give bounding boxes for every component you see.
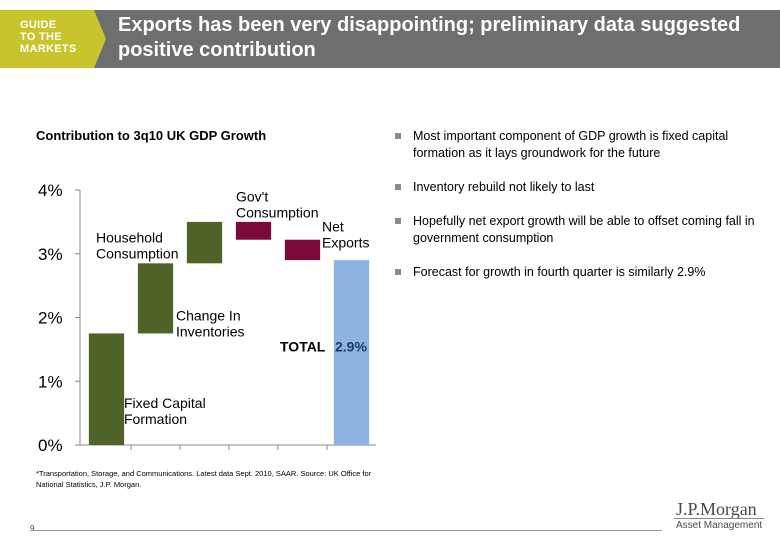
total-value-label: 2.9% bbox=[335, 338, 367, 354]
waterfall-bar bbox=[88, 333, 125, 445]
logo-divider bbox=[674, 518, 764, 519]
bullet-text: Most important component of GDP growth i… bbox=[413, 129, 729, 160]
bullet-list: Most important component of GDP growth i… bbox=[395, 128, 775, 298]
bar-label: Gov't bbox=[236, 188, 268, 204]
title-bar bbox=[0, 10, 780, 68]
waterfall-bar bbox=[284, 239, 321, 261]
bar-label: Consumption bbox=[96, 245, 179, 261]
bullet-square-icon bbox=[395, 269, 401, 275]
y-tick-label: 4% bbox=[38, 181, 63, 200]
bar-label: Exports bbox=[322, 234, 369, 250]
guide-to-markets-badge bbox=[0, 10, 106, 68]
bar-label: Formation bbox=[124, 411, 187, 427]
guide-line-2: TO THE bbox=[20, 31, 62, 43]
bullet-text: Hopefully net export growth will be able… bbox=[413, 214, 755, 245]
waterfall-bar bbox=[137, 263, 174, 334]
guide-line-1: GUIDE bbox=[20, 19, 57, 31]
bullet-text: Forecast for growth in fourth quarter is… bbox=[413, 265, 706, 279]
bar-label: Fixed Capital bbox=[124, 395, 206, 411]
jpmorgan-logo: J.P.Morgan bbox=[676, 499, 757, 519]
y-tick-label: 2% bbox=[38, 309, 63, 328]
bullet-square-icon bbox=[395, 133, 401, 139]
page-title: Exports has been very disappointing; pre… bbox=[118, 14, 741, 61]
footnote: *Transportation, Storage, and Communicat… bbox=[36, 469, 372, 489]
y-tick-label: 0% bbox=[38, 436, 63, 455]
bullet-square-icon bbox=[395, 218, 401, 224]
page-number: 9 bbox=[30, 524, 35, 533]
bar-label: Net bbox=[322, 218, 344, 234]
bullet-item: Most important component of GDP growth i… bbox=[395, 128, 775, 162]
bullet-item: Forecast for growth in fourth quarter is… bbox=[395, 264, 775, 281]
bar-label: Consumption bbox=[236, 204, 319, 220]
bar-label: Inventories bbox=[176, 324, 244, 340]
bullet-item: Inventory rebuild not likely to last bbox=[395, 179, 775, 196]
guide-badge-text: GUIDE TO THE MARKETS bbox=[20, 19, 77, 55]
bar-label: Household bbox=[96, 229, 163, 245]
y-tick-label: 1% bbox=[38, 372, 63, 391]
footer-divider bbox=[30, 530, 662, 531]
waterfall-bar bbox=[333, 260, 370, 445]
guide-line-3: MARKETS bbox=[20, 43, 77, 55]
waterfall-bar bbox=[235, 221, 272, 240]
bullet-item: Hopefully net export growth will be able… bbox=[395, 213, 775, 247]
bullet-text: Inventory rebuild not likely to last bbox=[413, 180, 595, 194]
waterfall-bar bbox=[186, 221, 223, 264]
asset-management-label: Asset Management bbox=[676, 520, 763, 531]
bar-label: Change In bbox=[176, 308, 241, 324]
chart-title: Contribution to 3q10 UK GDP Growth bbox=[36, 128, 267, 143]
y-tick-label: 3% bbox=[38, 245, 63, 264]
total-label: TOTAL bbox=[280, 338, 326, 354]
bullet-square-icon bbox=[395, 184, 401, 190]
